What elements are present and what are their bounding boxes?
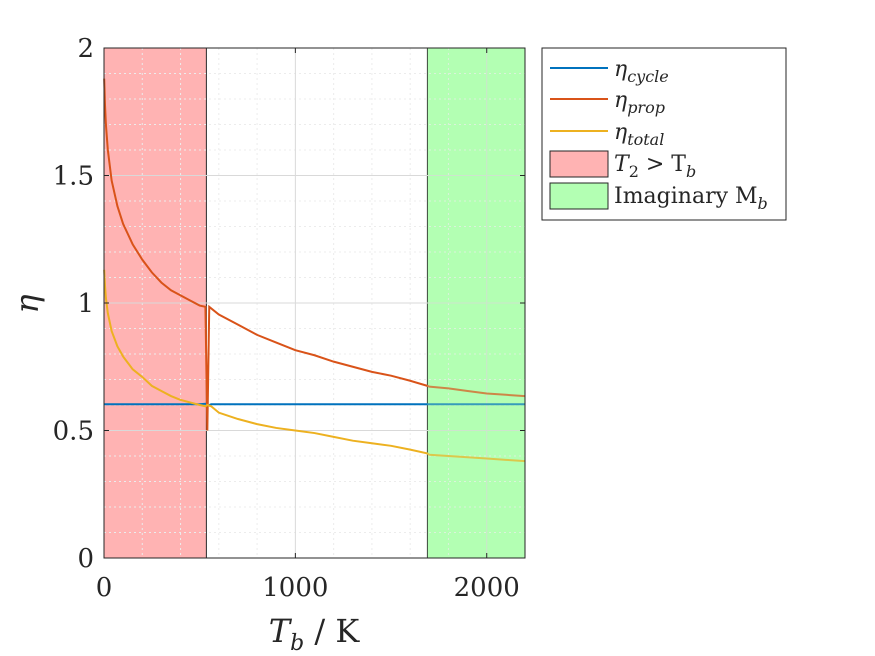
legend-swatch-region-1: [549, 182, 609, 210]
legend-label-part: > T: [639, 152, 686, 177]
y-tick-label: 0.5: [53, 417, 94, 447]
series-line-prop: [103, 78, 526, 431]
x-axis-label-sub: b: [290, 631, 304, 656]
legend-label-total: ηtotal: [614, 120, 664, 149]
legend-label-sub: cycle: [627, 67, 669, 86]
legend-label-part: Imaginary M: [614, 184, 758, 209]
x-tick-label: 0: [96, 573, 113, 603]
ticks: 0 1000 2000 0 0.5 1 1.5 2: [53, 34, 525, 603]
legend-label-main: η: [614, 57, 627, 82]
legend-label-prop: ηprop: [614, 88, 665, 117]
legend-label-sub: total: [627, 130, 664, 149]
legend-label-region-0: T2 > Tb: [614, 152, 696, 181]
x-axis-label-var: T: [269, 612, 293, 650]
y-tick-label: 1.5: [53, 162, 94, 192]
region-overlay: [427, 48, 525, 558]
legend-swatch-region-0: [549, 150, 609, 178]
x-axis-label: Tb / K: [269, 612, 361, 656]
legend-label-region-1: Imaginary Mb: [614, 184, 768, 213]
grid: [103, 47, 525, 559]
series-line-total: [103, 269, 526, 463]
y-tick-label: 1: [77, 289, 94, 319]
legend-label-main: η: [614, 88, 627, 113]
legend-label-part: 2: [629, 162, 639, 181]
legend-label-cycle: ηcycle: [614, 57, 669, 86]
legend-label-part: b: [686, 162, 696, 181]
x-tick-label: 2000: [454, 573, 520, 603]
x-tick-label: 1000: [262, 573, 328, 603]
y-tick-label: 0: [77, 544, 94, 574]
y-tick-label: 2: [77, 34, 94, 64]
legend-label-sub: prop: [627, 98, 665, 117]
y-axis-label: η: [8, 294, 46, 313]
series-lines: [103, 48, 526, 558]
legend-label-main: η: [614, 120, 627, 145]
legend-label-part: T: [614, 152, 631, 177]
legend-label-part: b: [758, 194, 768, 213]
x-axis-label-unit: / K: [304, 612, 360, 650]
